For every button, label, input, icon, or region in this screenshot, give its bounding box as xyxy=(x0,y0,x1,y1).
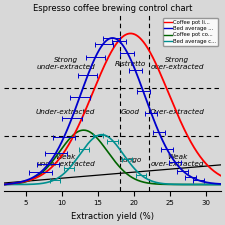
Text: Strong
over-extracted: Strong over-extracted xyxy=(151,57,204,70)
Text: Weak
over-extracted: Weak over-extracted xyxy=(151,154,204,167)
Text: Ristretto: Ristretto xyxy=(115,61,146,67)
Text: Under-extracted: Under-extracted xyxy=(36,109,95,115)
Legend: Coffee pot li..., Bed average ..., Coffee pot co..., Bed average c...: Coffee pot li..., Bed average ..., Coffe… xyxy=(162,18,218,46)
Text: Weak
under-extracted: Weak under-extracted xyxy=(36,154,95,167)
Title: Espresso coffee brewing control chart: Espresso coffee brewing control chart xyxy=(33,4,192,13)
Text: Strong
under-extracted: Strong under-extracted xyxy=(36,57,95,70)
X-axis label: Extraction yield (%): Extraction yield (%) xyxy=(71,212,154,221)
Text: Over-extracted: Over-extracted xyxy=(150,109,205,115)
Text: Good: Good xyxy=(121,109,140,115)
Text: Lungo: Lungo xyxy=(119,157,142,163)
